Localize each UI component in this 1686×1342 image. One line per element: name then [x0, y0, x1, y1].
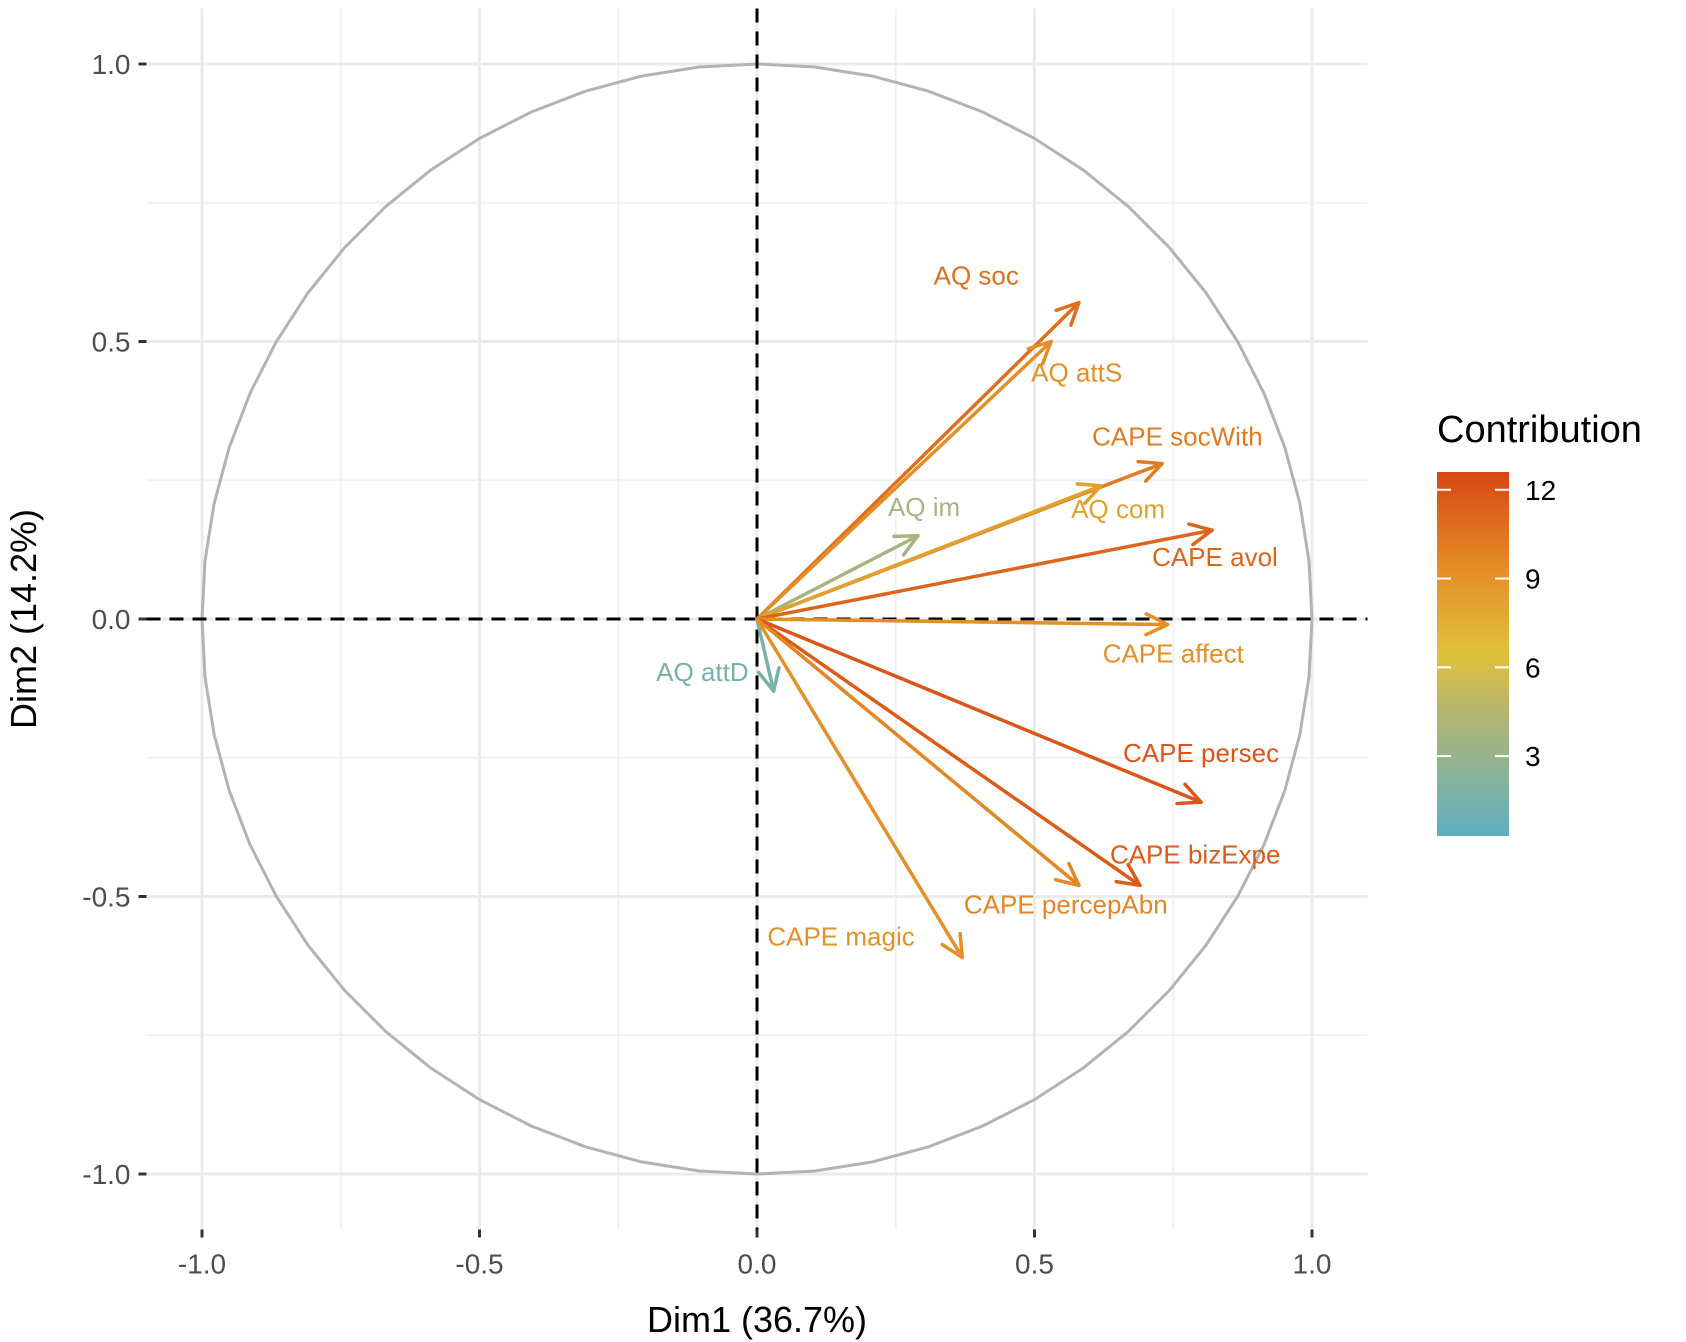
arrow-shaft — [755, 617, 1142, 888]
arrow-shaft — [755, 484, 1103, 621]
legend-tick-label: 12 — [1525, 475, 1556, 506]
arrow-shaft — [755, 617, 1170, 627]
variable-label: AQ im — [888, 492, 960, 522]
variable-label: CAPE socWith — [1092, 422, 1263, 452]
arrow-head — [1053, 861, 1081, 888]
arrow-head — [1075, 482, 1103, 506]
arrow-head — [892, 534, 920, 557]
arrow-head — [1026, 339, 1053, 366]
arrow-cape-percepabn — [755, 617, 1081, 888]
variable-label: CAPE avol — [1152, 542, 1278, 572]
arrow-shaft — [755, 617, 1081, 888]
arrow-shaft — [755, 617, 776, 693]
arrow-cape-bizexpe — [755, 617, 1142, 888]
x-tick-label: 0.5 — [1015, 1249, 1054, 1280]
arrow-aq-im — [755, 534, 920, 621]
arrow-head — [1114, 862, 1142, 888]
y-tick-label: 0.5 — [92, 327, 131, 358]
legend-tick-label: 9 — [1525, 564, 1541, 595]
variable-label: CAPE affect — [1103, 639, 1245, 669]
legend-colorbar — [1437, 472, 1509, 836]
arrow-cape-affect — [755, 612, 1170, 637]
variable-label: AQ com — [1071, 494, 1165, 524]
variable-label: CAPE persec — [1123, 738, 1279, 768]
arrow-head — [756, 665, 781, 693]
arrow-aq-com — [755, 482, 1103, 621]
x-tick-label: 0.0 — [738, 1249, 777, 1280]
arrow-cape-magic — [755, 617, 965, 960]
variable-label: CAPE magic — [767, 922, 914, 952]
arrow-shaft — [755, 528, 1214, 621]
legend-tick-label: 6 — [1525, 652, 1541, 683]
x-tick-label: -1.0 — [178, 1249, 226, 1280]
arrow-cape-avol — [755, 522, 1214, 621]
variable-label: AQ attD — [656, 657, 748, 687]
arrow-head — [940, 931, 965, 960]
arrow-shaft — [755, 617, 1203, 804]
arrow-head — [1175, 782, 1203, 806]
legend-title: Contribution — [1437, 409, 1642, 451]
y-axis-title: Dim2 (14.2%) — [3, 509, 44, 729]
y-tick-label: -0.5 — [82, 882, 130, 913]
x-tick-label: 1.0 — [1293, 1249, 1332, 1280]
arrow-aq-attd — [755, 617, 781, 693]
arrow-cape-persec — [755, 617, 1203, 806]
y-tick-label: 0.0 — [92, 604, 131, 635]
arrow-head — [1054, 300, 1081, 327]
variable-label: CAPE bizExpe — [1110, 839, 1281, 869]
tick-labels: -1.0 -0.5 0.0 0.5 1.0 -1.0 -0.5 0.0 0.5 1.0 — [82, 49, 1331, 1280]
y-tick-label: -1.0 — [82, 1159, 130, 1190]
legend-tick-label: 3 — [1525, 741, 1541, 772]
x-axis-title: Dim1 (36.7%) — [647, 1299, 867, 1340]
axis-ticks — [138, 62, 1314, 1238]
variable-label: AQ soc — [934, 261, 1019, 291]
arrow-aq-atts — [755, 339, 1053, 621]
arrow-head — [1136, 459, 1164, 483]
variable-arrows — [755, 300, 1214, 960]
arrow-head — [1144, 612, 1170, 637]
y-tick-label: 1.0 — [92, 49, 131, 80]
variable-label: CAPE percepAbn — [964, 889, 1168, 919]
arrow-shaft — [755, 534, 920, 621]
arrow-head — [1187, 522, 1214, 547]
legend-ticks: 3 6 9 12 — [1437, 475, 1556, 772]
arrow-shaft — [755, 617, 965, 960]
variable-labels: AQ soc AQ attS CAPE socWith AQ im AQ com CAPE… — [656, 261, 1280, 952]
x-tick-label: -0.5 — [455, 1249, 503, 1280]
contribution-legend: Contribution 3 6 9 12 — [1437, 409, 1642, 836]
arrow-shaft — [755, 339, 1053, 621]
variable-label: AQ attS — [1031, 358, 1122, 388]
